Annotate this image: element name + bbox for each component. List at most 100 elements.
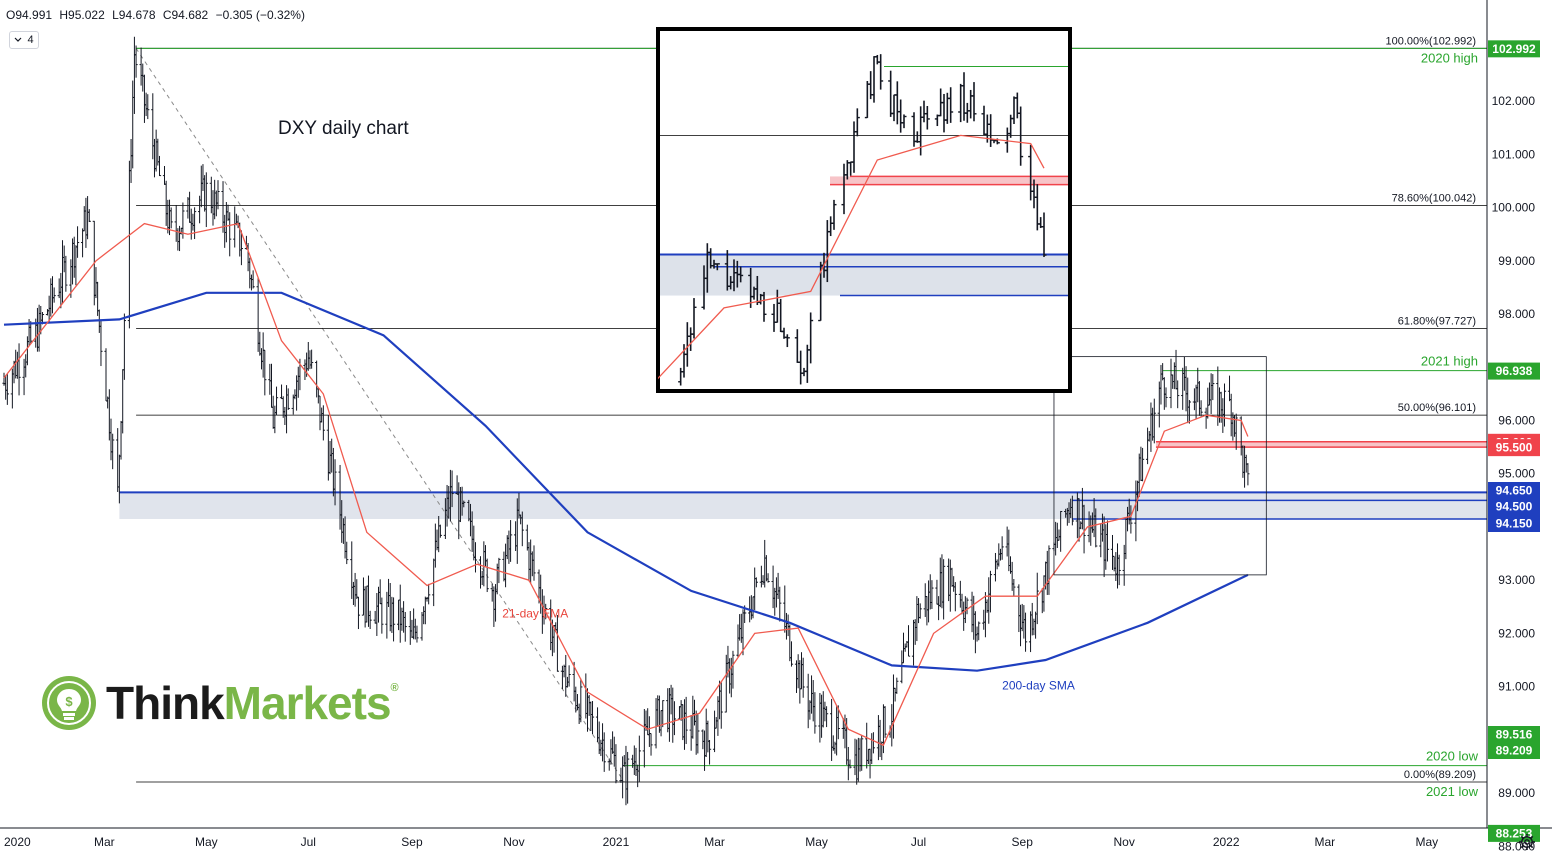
ohlc-bar (856, 737, 860, 782)
ohlc-bar (649, 733, 653, 756)
ohlc-bar (876, 715, 881, 761)
sma200-line (3, 291, 1249, 672)
price-tag: 102.992 (1488, 40, 1540, 58)
ohlc-bar (1045, 550, 1049, 595)
ohlc-bar (1012, 578, 1016, 597)
ohlc-bar (970, 591, 974, 633)
ohlc-bar (626, 751, 630, 804)
low-value: L94.678 (112, 8, 156, 22)
ohlc-bar (704, 708, 708, 758)
gear-icon[interactable] (1518, 833, 1536, 851)
open-value: O94.991 (6, 8, 53, 22)
ohlc-bar (284, 385, 289, 434)
ohlc-bar (221, 181, 225, 233)
ohlc-bar (679, 700, 683, 721)
inset-ohlc-bar (924, 106, 930, 130)
ohlc-bar (1227, 375, 1232, 402)
ohlc-bar (1102, 516, 1106, 578)
ohlc-bar (1149, 402, 1153, 452)
ohlc-bar (84, 197, 88, 248)
ohlc-bar (164, 180, 168, 226)
ohlc-bar (903, 643, 907, 652)
ohlc-bar (375, 592, 379, 636)
ohlc-bar (926, 580, 931, 623)
ohlc-bar (659, 710, 663, 737)
ohlc-bar (1211, 374, 1215, 401)
ohlc-bar (1246, 463, 1250, 486)
ohlc-bar (858, 738, 862, 772)
inset-resistance-zone (830, 176, 1068, 185)
ohlc-bar (527, 542, 531, 582)
x-tick-label: Sep (401, 835, 423, 849)
ohlc-bar (871, 732, 876, 754)
x-tick-label: Nov (1114, 835, 1135, 849)
ohlc-bar (739, 613, 743, 643)
ohlc-bar (204, 172, 208, 228)
ohlc-bar (119, 420, 123, 460)
y-tick-label: 95.000 (1498, 467, 1535, 481)
interval-label: 4 (27, 34, 34, 46)
ohlc-bar (273, 405, 277, 434)
ohlc-bar (341, 518, 346, 544)
fib-label: 50.00%(96.101) (1398, 402, 1476, 414)
interval-button[interactable]: 4 (9, 31, 39, 49)
inset-ohlc-bar (761, 291, 767, 322)
ohlc-bar (473, 542, 478, 573)
ohlc-bar (129, 138, 133, 183)
ohlc-bar (213, 179, 217, 220)
chart-title: DXY daily chart (278, 118, 409, 139)
ohlc-bar (82, 206, 86, 232)
ohlc-bar (142, 74, 147, 123)
resistance-zone (1155, 441, 1487, 448)
ohlc-bar (99, 320, 103, 367)
ohlc-bar (738, 614, 742, 641)
ohlc-bar (794, 660, 799, 693)
ohlc-bar (962, 601, 966, 631)
ohlc-bar (1079, 521, 1083, 530)
ohlc-bar (1104, 524, 1108, 570)
y-tick-label: 98.000 (1498, 307, 1535, 321)
ohlc-bar (152, 138, 157, 178)
ohlc-bar (977, 621, 981, 641)
ohlc-bar (952, 576, 956, 592)
ohlc-bar (824, 706, 829, 728)
ohlc-bar (953, 582, 957, 612)
ohlc-bar (1017, 584, 1021, 633)
ohlc-bar (1181, 367, 1185, 410)
ohlc-bar (508, 520, 513, 562)
price-tag: 89.516 (1488, 726, 1540, 743)
ohlc-bar (925, 596, 929, 626)
ohlc-bar (345, 541, 349, 565)
ohlc-bar (310, 349, 314, 369)
ohlc-bar (169, 207, 173, 229)
ohlc-bar (1186, 377, 1190, 424)
ohlc-bar (472, 525, 476, 561)
ohlc-bar (982, 609, 986, 630)
ohlc-bar (390, 596, 394, 633)
ohlc-bar (930, 580, 934, 609)
ohlc-bar (830, 698, 834, 761)
ohlc-bar (420, 611, 424, 641)
ohlc-bar (35, 307, 40, 352)
ohlc-bar (368, 610, 372, 629)
ohlc-bar (712, 710, 717, 753)
x-tick-label: 2022 (1213, 835, 1240, 849)
ohlc-bar (555, 614, 560, 672)
ohlc-bar (783, 585, 787, 633)
zoom-box (1053, 356, 1267, 576)
ohlc-bar (707, 740, 712, 765)
ohlc-bar (251, 270, 255, 289)
ohlc-bar (579, 678, 583, 723)
ohlc-bar (343, 516, 347, 559)
ohlc-bar (1099, 523, 1103, 558)
ohlc-bar (589, 701, 593, 731)
inset-ohlc-bar (738, 266, 744, 283)
ohlc-bar (987, 577, 991, 624)
ohlc-bar (1124, 518, 1128, 560)
ohlc-bar (433, 523, 437, 568)
ohlc-bar (609, 739, 613, 765)
ohlc-bar (502, 551, 506, 582)
ohlc-bar (239, 230, 244, 266)
ohlc-bar (993, 552, 998, 582)
